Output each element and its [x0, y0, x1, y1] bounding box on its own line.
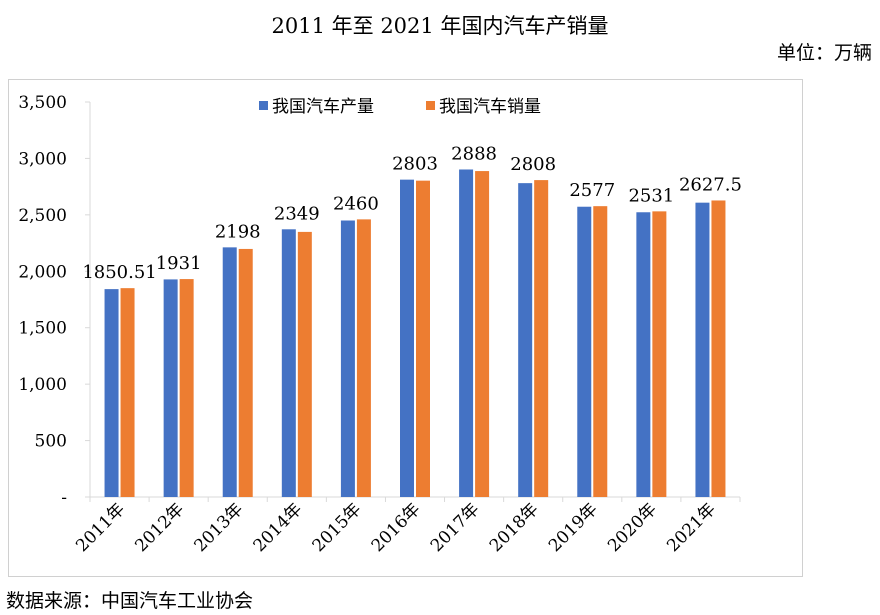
bar-sales: [711, 200, 726, 498]
bar-sales: [534, 180, 549, 497]
bar-sales: [297, 231, 312, 498]
data-label: 1850.51: [82, 262, 156, 283]
data-label: 2460: [333, 193, 379, 214]
x-tick-label: 2020年: [604, 499, 661, 556]
legend-swatch-production: [259, 101, 268, 110]
data-label: 2803: [392, 154, 438, 175]
legend-label-production: 我国汽车产量: [272, 97, 374, 117]
bar-sales: [652, 211, 667, 497]
x-tick-label: 2018年: [486, 499, 543, 556]
unit-label: 单位：万辆: [776, 42, 872, 64]
bar-sales: [356, 219, 371, 497]
bar-sales: [416, 180, 430, 497]
data-label: 2531: [628, 185, 674, 206]
y-tick-label: 3,000: [18, 149, 67, 169]
data-label: 2577: [569, 180, 615, 201]
y-tick-label: 1,500: [18, 319, 67, 339]
y-tick-label: 3,500: [18, 93, 67, 113]
bar-sales: [475, 171, 490, 497]
y-tick-label: -: [61, 488, 67, 508]
chart-frame: [8, 79, 803, 577]
y-tick-label: 500: [35, 432, 67, 452]
bar-production: [163, 279, 178, 497]
bar-sales: [120, 288, 135, 497]
bar-production: [577, 206, 592, 497]
x-tick-label: 2012年: [131, 499, 188, 556]
chart-title: 2011 年至 2021 年国内汽车产销量: [271, 14, 609, 38]
x-tick-label: 2021年: [663, 499, 720, 556]
x-tick-label: 2011年: [72, 499, 129, 556]
x-tick-label: 2014年: [250, 499, 307, 556]
legend-swatch-sales: [426, 101, 435, 110]
data-label: 2808: [510, 154, 556, 175]
y-tick-label: 2,000: [18, 262, 67, 282]
data-label: 2627.5: [679, 174, 742, 195]
bar-production: [695, 202, 710, 497]
bar-production: [636, 212, 651, 498]
x-tick-label: 2016年: [368, 499, 425, 556]
bar-sales: [238, 248, 253, 497]
y-tick-label: 2,500: [18, 206, 67, 226]
data-label: 2349: [274, 203, 320, 224]
data-label: 1931: [156, 253, 202, 274]
bar-production: [104, 289, 119, 497]
bar-production: [222, 247, 237, 497]
bar-sales: [593, 206, 608, 497]
bar-production: [518, 183, 533, 497]
legend-label-sales: 我国汽车销量: [439, 97, 541, 117]
x-tick-label: 2017年: [427, 499, 484, 556]
bar-production: [281, 229, 296, 497]
x-tick-label: 2015年: [309, 499, 366, 556]
bar-sales: [179, 279, 194, 497]
x-tick-label: 2013年: [191, 499, 248, 556]
bar-production: [400, 179, 414, 497]
y-tick-label: 1,000: [18, 375, 67, 395]
data-label: 2888: [451, 143, 497, 164]
data-source: 数据来源：中国汽车工业协会: [6, 590, 254, 612]
bar-production: [340, 220, 355, 497]
x-tick-label: 2019年: [545, 499, 602, 556]
bar-production: [459, 169, 474, 497]
data-label: 2198: [215, 221, 261, 242]
